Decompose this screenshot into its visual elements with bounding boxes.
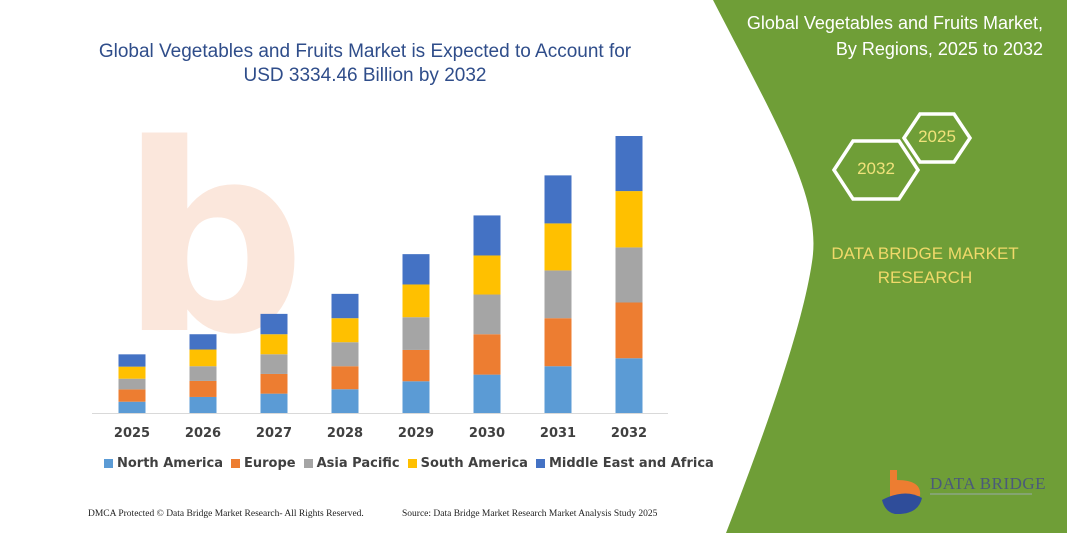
- x-tick-label: 2026: [184, 426, 222, 441]
- logo-text: DATA BRIDGE: [930, 474, 1047, 493]
- bar-segment-2032-asia-pacific: [615, 247, 643, 303]
- bar-segment-2032-europe: [615, 302, 643, 359]
- brand-line1: DATA BRIDGE MARKET: [831, 244, 1019, 263]
- bar-segment-2027-europe: [260, 373, 288, 394]
- bar-segment-2030-north-america: [473, 374, 501, 413]
- bar-segment-2030-europe: [473, 334, 501, 375]
- legend-label: Asia Pacific: [316, 456, 400, 471]
- footer-source: Source: Data Bridge Market Research Mark…: [402, 509, 658, 519]
- chart-title: Global Vegetables and Fruits Market is E…: [98, 41, 632, 86]
- bar-segment-2027-middle-east-and-africa: [260, 313, 288, 335]
- bar-segment-2025-middle-east-and-africa: [118, 354, 146, 367]
- bar-segment-2025-north-america: [118, 401, 146, 413]
- bar-segment-2032-middle-east-and-africa: [615, 136, 643, 192]
- bar-segment-2030-asia-pacific: [473, 294, 501, 335]
- legend-item: South America: [407, 456, 528, 471]
- legend-label: Europe: [244, 456, 296, 471]
- x-tick-label: 2031: [539, 426, 577, 441]
- bar-segment-2029-middle-east-and-africa: [402, 254, 430, 285]
- brand-line2: RESEARCH: [877, 268, 973, 287]
- bar-segment-2025-asia-pacific: [118, 378, 146, 390]
- bar-segment-2029-europe: [402, 349, 430, 382]
- bar-segment-2031-south-america: [544, 223, 572, 271]
- legend-label: North America: [117, 456, 223, 471]
- x-tick-label: 2029: [397, 426, 435, 441]
- legend-swatch: [407, 459, 417, 468]
- bar-segment-2027-asia-pacific: [260, 354, 288, 374]
- data-bridge-logo-icon: [882, 470, 922, 515]
- bar-segment-2030-middle-east-and-africa: [473, 215, 501, 256]
- legend: North America Europe Asia Pacific South Ame…: [104, 456, 714, 471]
- x-tick-label: 2028: [326, 426, 364, 441]
- bar-segment-2031-asia-pacific: [544, 270, 572, 319]
- legend-item: North America: [104, 456, 223, 471]
- bar-segment-2027-south-america: [260, 334, 288, 355]
- bar-segment-2031-north-america: [544, 366, 572, 413]
- brand-text: DATA BRIDGE MARKET RESEARCH: [805, 242, 1045, 290]
- legend-swatch: [231, 459, 240, 468]
- legend-swatch: [535, 459, 545, 468]
- bar-segment-2031-middle-east-and-africa: [544, 175, 572, 224]
- legend-item: Europe: [231, 456, 296, 471]
- x-tick-label: 2030: [468, 426, 506, 441]
- green-panel: [713, 0, 1067, 533]
- legend-swatch: [104, 459, 113, 468]
- footer-copyright: DMCA Protected © Data Bridge Market Rese…: [88, 509, 364, 519]
- bar-segment-2028-north-america: [331, 389, 359, 413]
- bar-segment-2032-south-america: [615, 191, 643, 248]
- bar-segment-2027-north-america: [260, 393, 288, 413]
- bar-segment-2029-asia-pacific: [402, 317, 430, 350]
- bar-segment-2026-south-america: [189, 349, 217, 367]
- bar-segment-2028-middle-east-and-africa: [331, 293, 359, 319]
- panel-title: Global Vegetables and Fruits Market, By …: [703, 10, 1043, 62]
- bar-segment-2026-europe: [189, 380, 217, 397]
- legend-swatch: [303, 459, 313, 468]
- bar-segment-2028-europe: [331, 366, 359, 390]
- bar-segment-2026-north-america: [189, 396, 217, 413]
- x-tick-label: 2025: [113, 426, 151, 441]
- bar-segment-2031-europe: [544, 318, 572, 367]
- hex-label-2025: 2025: [918, 127, 956, 146]
- hexagon-2025: [901, 112, 973, 164]
- hexagon-2032: [831, 139, 921, 201]
- bar-segment-2029-north-america: [402, 381, 430, 413]
- panel-title-line2: By Regions, 2025 to 2032: [835, 39, 1043, 59]
- bar-segment-2025-europe: [118, 389, 146, 402]
- x-tick-label: 2027: [255, 426, 293, 441]
- bar-segment-2025-south-america: [118, 366, 146, 379]
- bar-segment-2030-south-america: [473, 255, 501, 295]
- bar-segment-2028-asia-pacific: [331, 342, 359, 367]
- bar-segment-2029-south-america: [402, 284, 430, 318]
- legend-item: Asia Pacific: [303, 456, 400, 471]
- bar-segment-2026-middle-east-and-africa: [189, 334, 217, 350]
- legend-item: Middle East and Africa: [535, 456, 714, 471]
- legend-label: Middle East and Africa: [548, 456, 714, 471]
- bar-segment-2032-north-america: [615, 358, 643, 413]
- panel-title-line1: Global Vegetables and Fruits Market,: [746, 13, 1043, 33]
- legend-label: South America: [420, 456, 528, 471]
- x-tick-label: 2032: [610, 426, 648, 441]
- bar-segment-2028-south-america: [331, 318, 359, 343]
- bars: [118, 136, 643, 413]
- bar-segment-2026-asia-pacific: [189, 366, 217, 381]
- hex-label-2032: 2032: [857, 159, 895, 178]
